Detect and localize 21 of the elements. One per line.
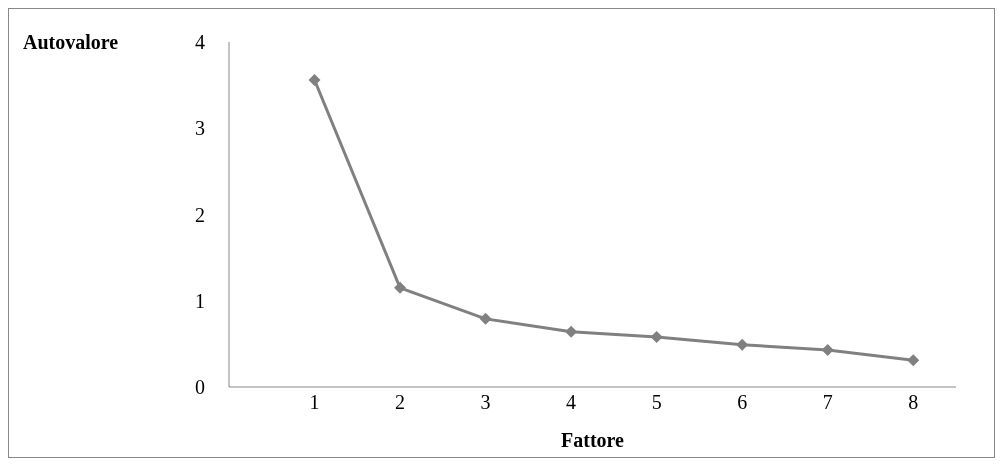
point [479,312,492,325]
x-tick-label: 5 [651,391,662,414]
x-tick-label: 7 [822,391,833,414]
y-tick-label: 3 [195,117,205,140]
x-tick-label: 1 [309,391,320,414]
point [650,330,663,343]
x-tick-label: 4 [566,391,577,414]
point [907,354,920,367]
point [394,281,407,294]
x-tick-label: 2 [395,391,406,414]
y-tick-label: 2 [195,203,205,226]
point [308,73,321,86]
x-tick-label: 6 [737,391,748,414]
y-tick-label: 0 [195,376,205,399]
point [736,338,749,351]
y-tick-label: 1 [195,289,205,312]
x-tick-label: 8 [908,391,919,414]
y-axis-title: Autovalore [23,31,119,54]
x-tick-label: 3 [480,391,491,414]
x-axis-title: Fattore [561,429,625,451]
y-tick-label: 4 [195,31,205,54]
